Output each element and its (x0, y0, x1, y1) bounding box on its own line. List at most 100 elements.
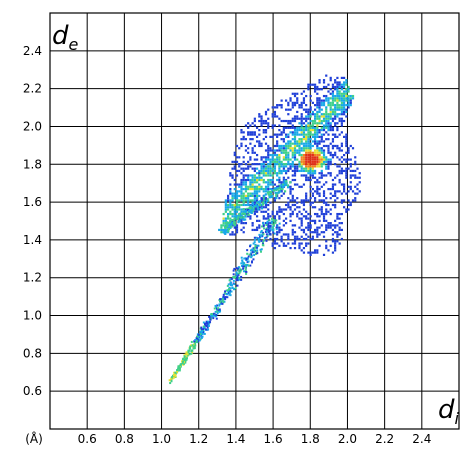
density-point (224, 222, 227, 225)
density-point (253, 199, 256, 202)
density-point (340, 142, 343, 145)
density-point (233, 151, 236, 154)
density-point (216, 312, 219, 315)
density-point (305, 192, 308, 195)
y-tick-labels: 0.60.81.01.21.41.61.82.02.22.4 (23, 44, 42, 398)
density-point (221, 298, 224, 301)
density-point (172, 376, 175, 379)
density-point (268, 225, 271, 228)
density-point (309, 126, 312, 129)
density-point (354, 169, 357, 173)
density-point (331, 237, 335, 241)
density-point (269, 147, 272, 150)
density-point (342, 83, 346, 86)
density-point (287, 163, 290, 166)
density-point (307, 117, 310, 120)
density-point (200, 331, 203, 334)
density-point (342, 158, 346, 161)
density-point (283, 181, 286, 185)
density-point (242, 210, 245, 213)
density-point (356, 183, 359, 186)
density-point (253, 210, 256, 213)
density-point (309, 165, 312, 168)
density-point (220, 224, 223, 227)
density-point (354, 197, 357, 200)
density-point (262, 160, 265, 163)
y-tick-label: 1.0 (23, 309, 42, 323)
density-point (224, 217, 227, 220)
density-point (309, 169, 312, 173)
density-point (251, 248, 254, 251)
density-point (253, 192, 256, 195)
density-point (318, 101, 321, 104)
density-point (258, 237, 261, 240)
density-point (334, 106, 337, 109)
density-point (270, 221, 273, 224)
density-point (300, 115, 303, 118)
density-point (329, 172, 332, 175)
density-point (329, 224, 332, 227)
density-point (316, 190, 319, 193)
density-point (253, 190, 256, 193)
density-point (264, 169, 268, 173)
density-point (197, 336, 200, 339)
density-point (318, 122, 321, 125)
density-point (300, 117, 303, 120)
density-point (240, 203, 243, 207)
density-point (276, 115, 279, 118)
density-point (289, 219, 292, 222)
density-point (242, 218, 246, 221)
density-point (320, 163, 323, 166)
density-point (298, 163, 301, 166)
density-point (255, 190, 259, 193)
density-point (311, 158, 314, 161)
density-point (253, 119, 256, 123)
y-tick-label: 1.4 (23, 233, 42, 247)
density-point (311, 237, 314, 241)
density-point (340, 199, 343, 202)
density-point (305, 163, 308, 166)
density-point (296, 142, 299, 145)
density-point (282, 242, 285, 245)
density-point (247, 194, 250, 197)
density-point (240, 269, 243, 272)
density-point (286, 184, 290, 187)
density-point (262, 201, 265, 204)
density-point (331, 251, 335, 254)
density-point (345, 110, 348, 114)
density-point (296, 167, 299, 170)
density-point (298, 126, 301, 129)
density-point (238, 190, 241, 193)
density-point (298, 169, 301, 173)
density-point (282, 131, 285, 134)
density-point (226, 296, 229, 299)
density-point (267, 117, 270, 120)
density-point (224, 203, 227, 207)
density-point (316, 215, 319, 218)
density-point (316, 149, 319, 152)
density-point (273, 115, 277, 118)
density-point (307, 169, 310, 173)
density-point (336, 101, 339, 104)
density-point (309, 156, 312, 159)
density-point (305, 210, 308, 213)
density-point (231, 197, 234, 200)
density-point (269, 165, 272, 168)
density-point (307, 151, 310, 154)
density-point (229, 290, 232, 293)
density-point (291, 203, 294, 207)
density-point (316, 144, 319, 148)
density-point (199, 338, 202, 341)
density-point (278, 244, 281, 247)
density-point (329, 124, 332, 127)
density-point (280, 138, 283, 141)
density-point (327, 151, 330, 154)
density-point (231, 231, 234, 234)
density-point (273, 183, 277, 186)
density-point (276, 144, 279, 148)
density-point (232, 273, 235, 276)
density-point (334, 199, 337, 202)
density-point (262, 222, 265, 225)
density-point (228, 286, 231, 289)
density-point (276, 242, 279, 245)
